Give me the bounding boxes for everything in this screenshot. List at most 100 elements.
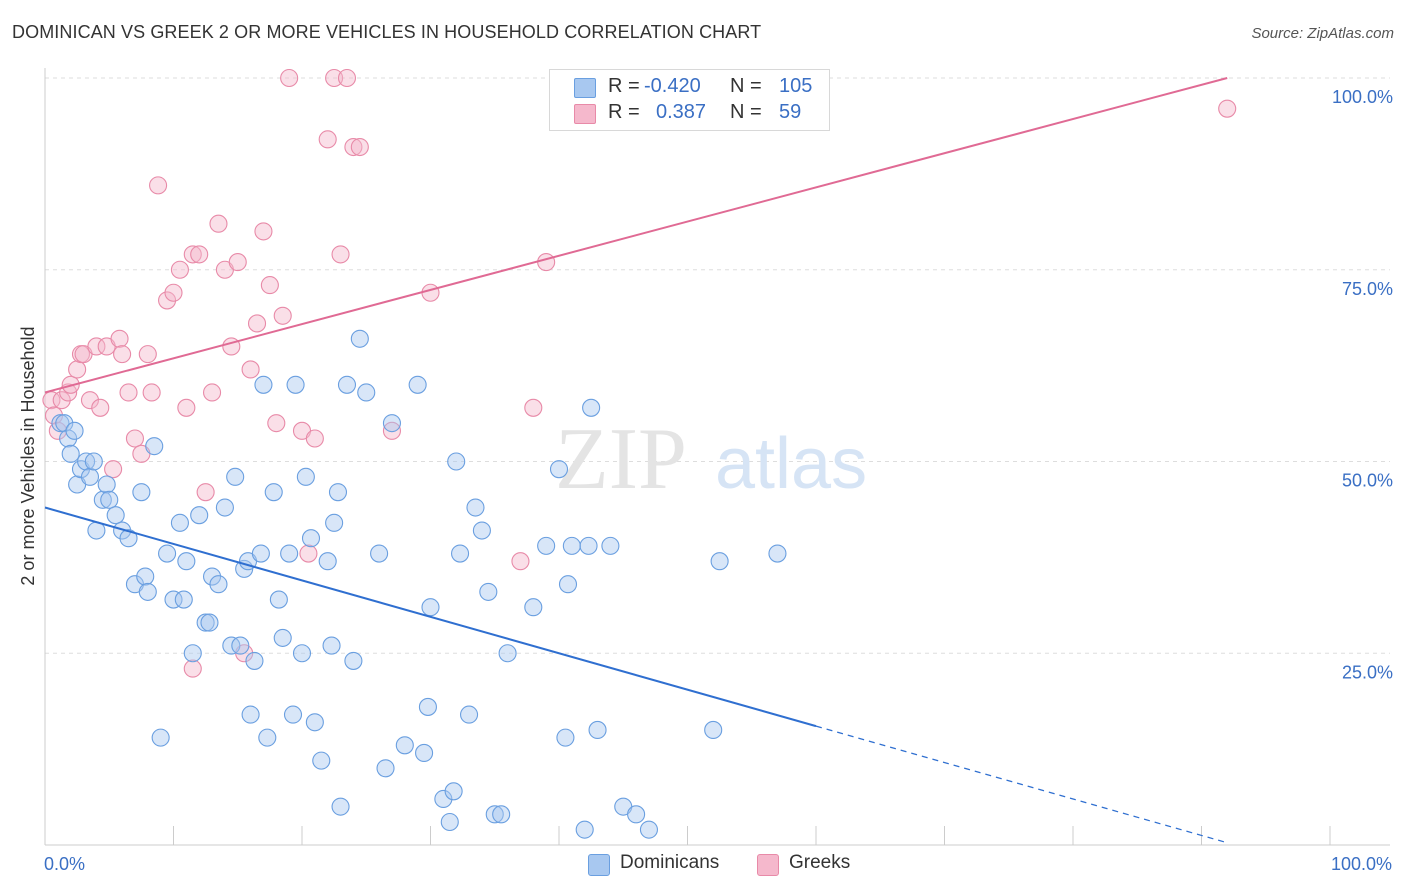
greek-point [209, 214, 228, 233]
dominican-point [296, 467, 315, 486]
dominican-point [132, 483, 151, 502]
dominican-point [331, 797, 350, 816]
watermark: ZIP atlas [555, 411, 867, 508]
dominican-point [459, 705, 479, 724]
dominican-point [444, 782, 463, 801]
dominican-point [492, 805, 511, 824]
greek-point [158, 291, 177, 310]
dominican-point [415, 743, 434, 763]
dominican-point [558, 575, 578, 594]
greek-point [196, 483, 215, 502]
y-tick-label-100: 100.0% [1332, 87, 1393, 107]
dominican-point [395, 736, 414, 755]
greek-point [350, 137, 369, 157]
dominican-point [472, 521, 491, 540]
dominican-point [241, 705, 260, 724]
greek-point [183, 659, 202, 678]
dominican-point [55, 414, 74, 433]
greek-swatch [574, 104, 596, 124]
dominican-point [434, 789, 453, 809]
dominican-point [226, 467, 245, 486]
dominican-point [370, 544, 389, 563]
chart-title: DOMINICAN VS GREEK 2 OR MORE VEHICLES IN… [12, 22, 762, 42]
tick-labels: 0.0% 100.0% 25.0% 50.0% 75.0% 100.0% [44, 87, 1393, 874]
dominican-point [418, 697, 437, 716]
dominican-point [215, 498, 234, 517]
greek-point [331, 245, 350, 264]
dominican-point [158, 544, 177, 563]
y-tick-label-50: 50.0% [1342, 471, 1393, 491]
dominican-point [77, 452, 96, 471]
dominican-point [350, 329, 369, 348]
dominican-point [164, 590, 183, 609]
greek-point [299, 544, 318, 563]
dominican-r-value: -0.420 [644, 75, 701, 97]
dominican-point [357, 383, 376, 402]
dominican-point [768, 544, 787, 563]
dominican-point [280, 544, 299, 563]
greek-r-label: R = [608, 101, 640, 123]
greek-point [203, 383, 222, 402]
dominican-point [136, 567, 155, 586]
greek-point [421, 283, 440, 302]
dominican-point [145, 437, 164, 456]
greek-r-value: 0.387 [656, 101, 707, 123]
dominican-point [200, 613, 219, 632]
greek-point [267, 414, 286, 433]
axes [44, 68, 1390, 846]
greek-point [119, 383, 138, 402]
dominican-trend-extension [815, 725, 1228, 844]
dominican-point [704, 720, 723, 740]
dominican-point [100, 490, 119, 509]
dominican-point [254, 375, 273, 394]
watermark-zip: ZIP [555, 411, 687, 508]
dominican-point [231, 636, 250, 655]
bottom-greek-swatch [757, 854, 779, 876]
greek-point [52, 391, 71, 410]
dominican-point [344, 651, 363, 670]
dominican-point [537, 536, 556, 555]
greek-point [228, 253, 247, 272]
dominican-point [245, 651, 264, 670]
dominican-point [301, 529, 321, 548]
dominican-point [408, 375, 427, 394]
dominican-point [639, 820, 659, 839]
greek-point [113, 345, 132, 364]
greek-point [254, 222, 273, 241]
greek-point [110, 329, 129, 348]
greek-point [68, 360, 87, 379]
dominican-point [61, 444, 80, 463]
dominican-point [556, 728, 575, 747]
y-tick-label-75: 75.0% [1342, 279, 1393, 299]
dominican-point [273, 628, 292, 647]
greek-point [337, 68, 357, 88]
dominican-point [376, 759, 395, 778]
dominican-point [328, 483, 348, 502]
dominican-point [283, 705, 303, 724]
dominican-point [485, 805, 504, 824]
dominican-point [292, 644, 312, 663]
correlation-legend: R = -0.420 N = 105 R = 0.387 N = 59 [549, 69, 830, 131]
dominican-point [209, 575, 228, 594]
dominican-point [190, 506, 209, 525]
greek-point [104, 460, 123, 479]
dominican-r-label: R = [608, 75, 640, 97]
x-tick-label-0: 0.0% [44, 854, 85, 874]
dominican-n-label: N = [730, 75, 762, 97]
greek-point [170, 260, 189, 279]
greek-trend-line [44, 77, 1228, 394]
bottom-greek-label: Greeks [789, 852, 851, 873]
dominican-point [305, 713, 324, 732]
dominican-point [196, 613, 215, 632]
dominican-point [151, 728, 170, 747]
dominican-point [451, 544, 470, 563]
bottom-dominican-label: Dominicans [620, 852, 720, 873]
dominican-point [93, 490, 112, 509]
x-tick-label-100: 100.0% [1331, 854, 1392, 874]
y-tick-label-25: 25.0% [1342, 662, 1393, 682]
greek-point [44, 406, 64, 425]
grid-lines [45, 77, 1390, 654]
dominican-point [51, 414, 70, 433]
dominican-point [582, 398, 601, 417]
